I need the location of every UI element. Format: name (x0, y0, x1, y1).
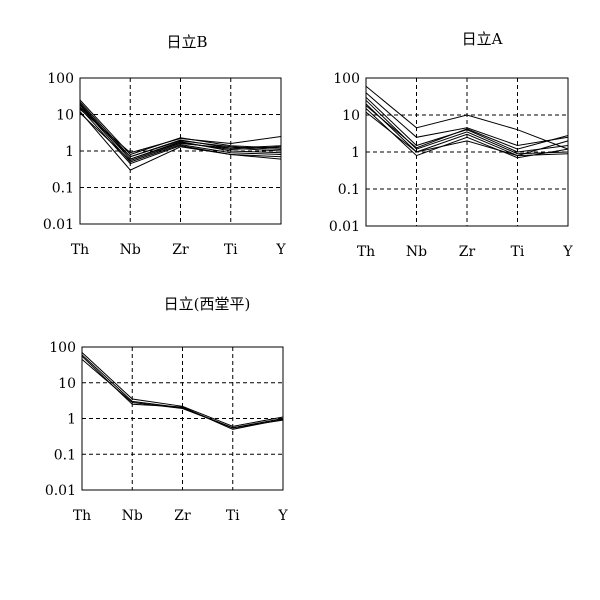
chart-title: 日立(西堂平) (164, 295, 251, 313)
x-tick-label: Th (357, 244, 375, 260)
series-line (81, 354, 284, 429)
y-tick-label: 0.01 (43, 217, 74, 233)
y-tick-label: 10 (342, 108, 360, 124)
series-line (81, 359, 284, 429)
y-tick-label: 0.01 (45, 483, 76, 499)
x-tick-label: Nb (122, 508, 143, 524)
chart-title: 日立A (462, 30, 503, 48)
series-line (79, 108, 282, 154)
y-tick-label: 10 (58, 376, 76, 392)
y-tick-label: 10 (56, 108, 74, 124)
x-tick-label: Th (73, 508, 91, 524)
series-line (365, 85, 569, 150)
series-line (365, 99, 569, 155)
x-tick-label: Th (71, 242, 89, 258)
x-tick-label: Y (562, 244, 573, 260)
x-tick-label: Nb (406, 244, 427, 260)
series-line (79, 112, 282, 162)
x-tick-label: Zr (174, 508, 191, 524)
y-tick-label: 100 (49, 340, 76, 356)
y-tick-label: 100 (333, 71, 360, 87)
y-tick-label: 0.1 (338, 182, 360, 198)
x-tick-label: Y (277, 508, 288, 524)
series-line (365, 96, 569, 153)
series-line (79, 103, 282, 160)
y-tick-label: 0.01 (329, 219, 360, 235)
x-tick-label: Ti (511, 244, 525, 260)
series-line (365, 103, 569, 157)
x-tick-label: Zr (172, 242, 189, 258)
y-tick-label: 0.1 (52, 181, 74, 197)
x-tick-label: Ti (226, 508, 240, 524)
series-line (81, 352, 284, 427)
series-line (365, 111, 569, 157)
chart-title: 日立B (166, 33, 207, 51)
series-line (79, 111, 282, 171)
y-tick-label: 100 (47, 71, 74, 87)
y-tick-label: 0.1 (54, 447, 76, 463)
x-tick-label: Y (275, 242, 286, 258)
series-line (365, 92, 569, 147)
y-tick-label: 1 (351, 145, 360, 161)
x-tick-label: Nb (120, 242, 141, 258)
series-line (79, 104, 282, 163)
y-tick-label: 1 (67, 412, 76, 428)
y-tick-label: 1 (65, 144, 74, 160)
series-line (365, 105, 569, 150)
x-tick-label: Zr (459, 244, 476, 260)
x-tick-label: Ti (224, 242, 238, 258)
series-line (79, 99, 282, 156)
